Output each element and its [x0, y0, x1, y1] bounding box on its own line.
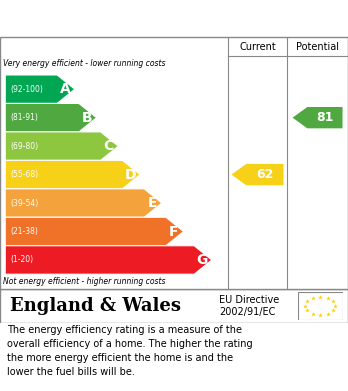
Text: Not energy efficient - higher running costs: Not energy efficient - higher running co…	[3, 277, 166, 286]
Text: England & Wales: England & Wales	[10, 297, 181, 315]
Text: (55-68): (55-68)	[10, 170, 39, 179]
Text: The energy efficiency rating is a measure of the
overall efficiency of a home. T: The energy efficiency rating is a measur…	[7, 325, 253, 377]
Polygon shape	[5, 217, 184, 246]
Text: (92-100): (92-100)	[10, 85, 43, 94]
Text: A: A	[60, 82, 71, 96]
Text: F: F	[169, 224, 179, 239]
Text: D: D	[125, 168, 136, 181]
Polygon shape	[5, 160, 140, 189]
Polygon shape	[5, 132, 118, 160]
Text: 62: 62	[256, 168, 274, 181]
Polygon shape	[5, 246, 212, 274]
Text: B: B	[81, 111, 92, 125]
Text: (81-91): (81-91)	[10, 113, 38, 122]
Text: 81: 81	[316, 111, 334, 124]
Text: G: G	[196, 253, 208, 267]
Text: Potential: Potential	[296, 41, 339, 52]
Text: (1-20): (1-20)	[10, 255, 33, 264]
Polygon shape	[5, 104, 97, 132]
Text: E: E	[147, 196, 157, 210]
Polygon shape	[5, 75, 75, 104]
Text: C: C	[103, 139, 114, 153]
Polygon shape	[5, 189, 162, 217]
Text: Current: Current	[239, 41, 276, 52]
Polygon shape	[293, 107, 342, 128]
Polygon shape	[231, 164, 284, 185]
Text: (39-54): (39-54)	[10, 199, 39, 208]
Text: (21-38): (21-38)	[10, 227, 38, 236]
Text: Energy Efficiency Rating: Energy Efficiency Rating	[10, 11, 232, 26]
Text: (69-80): (69-80)	[10, 142, 39, 151]
Text: Very energy efficient - lower running costs: Very energy efficient - lower running co…	[3, 59, 166, 68]
Text: EU Directive
2002/91/EC: EU Directive 2002/91/EC	[219, 295, 279, 317]
